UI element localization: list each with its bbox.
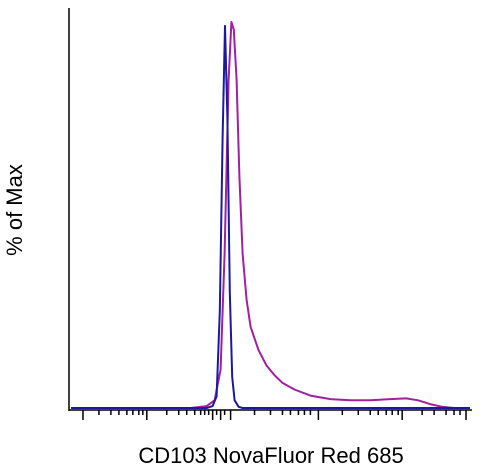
series-lines xyxy=(71,21,470,409)
y-axis-title: % of Max xyxy=(2,164,27,256)
series-line-1 xyxy=(71,21,470,409)
series-line-2 xyxy=(71,24,470,409)
x-axis-title: CD103 NovaFluor Red 685 xyxy=(138,443,403,468)
x-axis-ticks xyxy=(82,410,467,420)
